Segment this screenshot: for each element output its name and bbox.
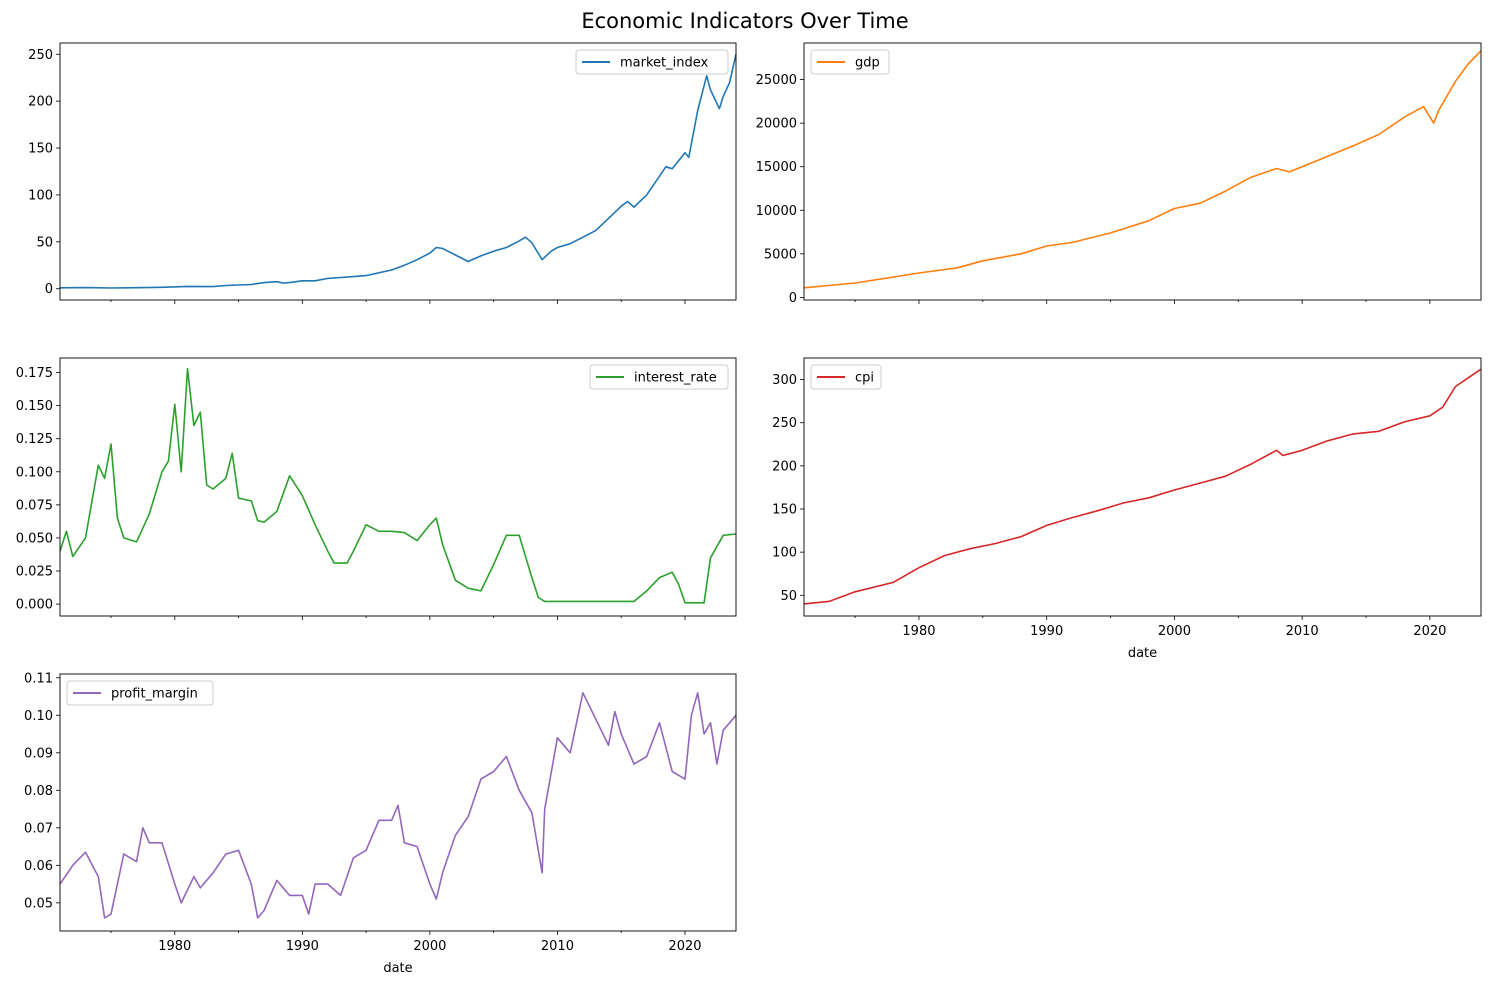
axes-frame	[803, 357, 1482, 617]
legend-box	[589, 364, 729, 390]
figure-title: Economic Indicators Over Time	[581, 9, 908, 33]
y-tick-label: 0	[45, 282, 53, 297]
legend-label: profit_margin	[111, 687, 198, 702]
y-tick-label: 0.05	[24, 896, 53, 911]
y-tick-label: 25000	[756, 73, 797, 88]
y-tick-label: 10000	[756, 204, 797, 219]
legend-label: interest_rate	[634, 371, 717, 386]
y-tick-label: 20000	[756, 117, 797, 132]
y-tick-label: 0.050	[16, 531, 53, 546]
subplot-cpi: 50 100 150 200 250 300 1980 1990 2000 2010 2020 dat…	[772, 357, 1482, 661]
legend-label: gdp	[855, 56, 880, 71]
y-tick-label: 0.11	[24, 671, 53, 686]
x-tick-label: 2010	[1286, 624, 1319, 639]
x-tick-label: 1990	[1030, 624, 1063, 639]
y-tick-label: 0.100	[16, 465, 53, 480]
legend: cpi	[810, 364, 882, 390]
x-tick-label: 1980	[158, 939, 191, 954]
y-tick-label: 0.025	[16, 565, 53, 580]
legend: interest_rate	[589, 364, 729, 390]
x-axis-label: date	[383, 961, 412, 976]
axes-frame	[59, 673, 737, 932]
legend-box	[810, 364, 882, 390]
legend-box	[66, 680, 214, 706]
subplots: 0 50 100 150 200 250 market_index 0 5000 10000 150…	[16, 42, 1482, 976]
series-line-gdp	[803, 50, 1482, 289]
y-tick-label: 5000	[764, 247, 797, 262]
x-tick-label: 2020	[668, 939, 701, 954]
y-tick-label: 0.07	[24, 821, 53, 836]
subplot-gdp: 0 5000 10000 15000 20000 25000 gdp	[756, 42, 1482, 306]
y-tick-label: 0.125	[16, 432, 53, 447]
legend-box	[810, 49, 890, 75]
series-line-interest_rate	[59, 367, 737, 604]
x-tick-label: 2010	[541, 939, 574, 954]
y-tick-label: 0.175	[16, 366, 53, 381]
axes-frame	[59, 42, 737, 301]
y-tick-label: 0	[789, 291, 797, 306]
series-line-cpi	[803, 368, 1482, 605]
y-tick-label: 0.08	[24, 784, 53, 799]
legend: profit_margin	[66, 680, 214, 706]
y-tick-label: 50	[780, 589, 797, 604]
series-line-profit_margin	[59, 692, 737, 919]
subplot-profit_margin: 0.05 0.06 0.07 0.08 0.09 0.10 0.11 1980 1990 2000…	[24, 671, 737, 976]
x-tick-label: 2000	[1158, 624, 1191, 639]
legend: gdp	[810, 49, 890, 75]
x-tick-label: 2000	[413, 939, 446, 954]
y-tick-label: 0.10	[24, 709, 53, 724]
y-tick-label: 50	[36, 235, 53, 250]
legend: market_index	[575, 49, 729, 75]
y-tick-label: 0.06	[24, 859, 53, 874]
y-tick-label: 100	[772, 546, 797, 561]
subplot-interest_rate: 0.000 0.025 0.050 0.075 0.100 0.125 0.150 0.175…	[16, 357, 737, 620]
legend-box	[575, 49, 729, 75]
y-tick-label: 250	[28, 48, 53, 63]
series-line-market_index	[59, 54, 737, 289]
y-tick-label: 15000	[756, 160, 797, 175]
y-tick-label: 200	[28, 95, 53, 110]
y-tick-label: 250	[772, 416, 797, 431]
axes-frame	[803, 42, 1482, 301]
y-tick-label: 300	[772, 373, 797, 388]
axes-frame	[59, 357, 737, 617]
legend-label: cpi	[855, 371, 874, 386]
legend-label: market_index	[620, 56, 709, 71]
y-tick-label: 200	[772, 459, 797, 474]
x-tick-label: 1990	[286, 939, 319, 954]
y-tick-label: 0.000	[16, 598, 53, 613]
x-tick-label: 1980	[902, 624, 935, 639]
y-tick-label: 150	[28, 142, 53, 157]
y-tick-label: 100	[28, 188, 53, 203]
y-tick-label: 0.150	[16, 399, 53, 414]
y-tick-label: 150	[772, 503, 797, 518]
x-tick-label: 2020	[1413, 624, 1446, 639]
y-tick-label: 0.075	[16, 498, 53, 513]
y-tick-label: 0.09	[24, 746, 53, 761]
subplot-market_index: 0 50 100 150 200 250 market_index	[28, 42, 737, 304]
x-axis-label: date	[1128, 646, 1157, 661]
